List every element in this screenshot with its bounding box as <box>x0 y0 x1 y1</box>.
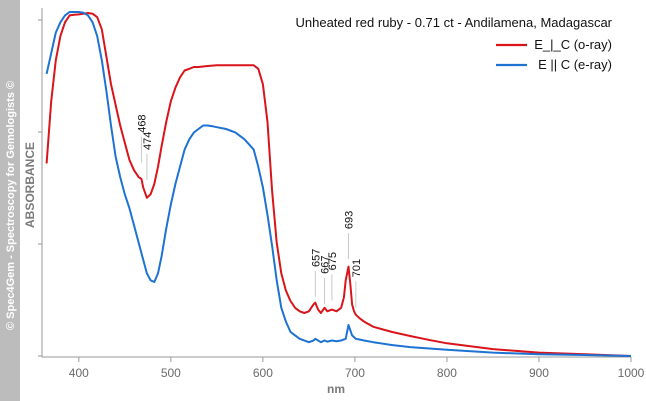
watermark-text: © Spec4Gem - Spectroscopy for Gemologist… <box>5 81 17 330</box>
x-tick-label: 800 <box>437 366 457 380</box>
legend: E_|_C (o-ray) E || C (e-ray) <box>496 37 612 72</box>
series-line-o-ray <box>45 12 632 357</box>
x-axis-ticks: 400 500 600 700 800 900 1000 <box>69 357 645 380</box>
legend-label-e-ray: E || C (e-ray) <box>538 57 612 72</box>
x-axis-title: nm <box>327 382 345 396</box>
annotation-label: 675 <box>327 252 339 270</box>
annotation-label: 468 <box>136 114 148 132</box>
x-tick-label: 1000 <box>618 366 645 380</box>
legend-label-o-ray: E_|_C (o-ray) <box>534 37 612 52</box>
y-axis-title: ABSORBANCE <box>23 142 37 228</box>
x-tick-label: 700 <box>345 366 365 380</box>
chart-title: Unheated red ruby - 0.71 ct - Andilamena… <box>295 15 612 30</box>
annotation-label: 474 <box>142 132 154 150</box>
annotation-label: 701 <box>351 259 363 277</box>
x-tick-label: 600 <box>253 366 273 380</box>
x-tick-label: 900 <box>529 366 549 380</box>
series-lines <box>45 11 632 357</box>
x-tick-label: 400 <box>69 366 89 380</box>
series-line-e-ray <box>45 11 632 357</box>
annotation-label: 657 <box>310 249 322 267</box>
watermark-strip <box>0 0 20 401</box>
annotation-label: 693 <box>343 211 355 229</box>
x-tick-label: 500 <box>161 366 181 380</box>
annotation-label: 667 <box>320 255 332 273</box>
